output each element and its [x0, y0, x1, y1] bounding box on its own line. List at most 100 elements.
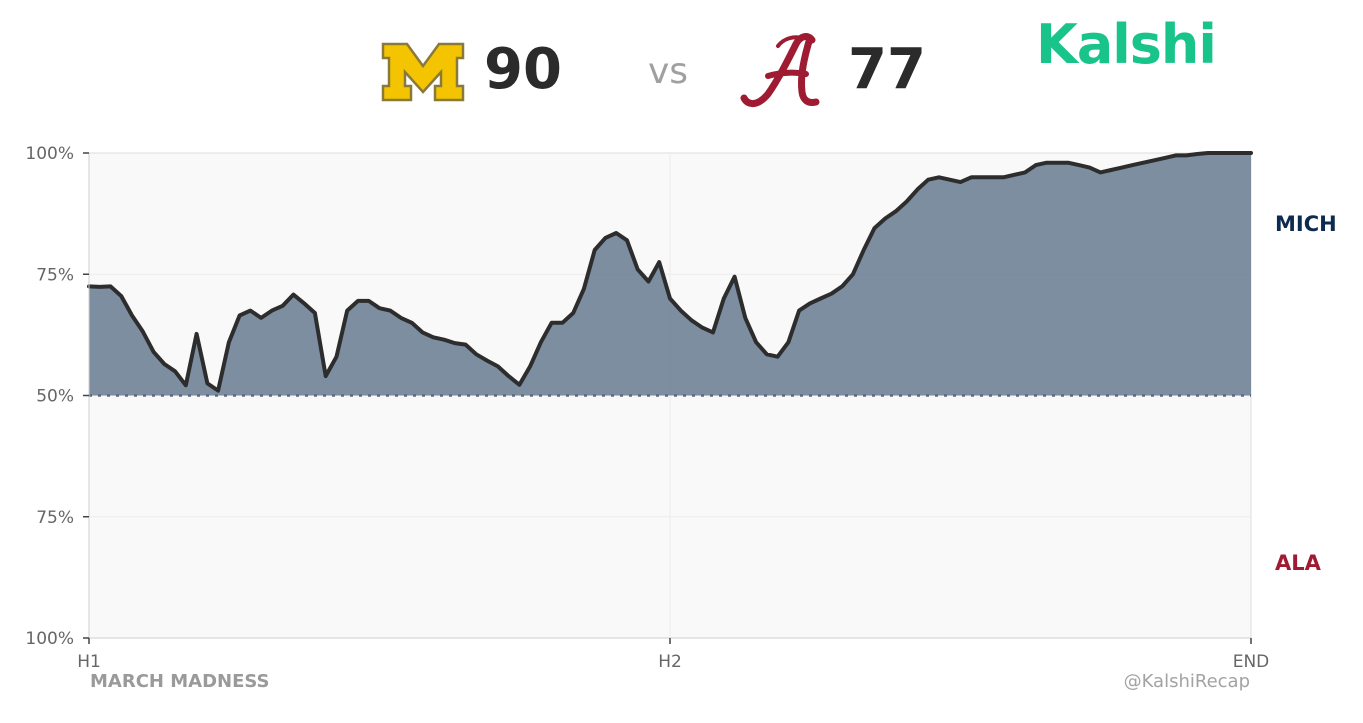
data-point: [368, 300, 369, 301]
data-point: [1111, 169, 1112, 170]
data-point: [745, 317, 746, 318]
data-point: [293, 294, 294, 295]
data-point: [734, 276, 735, 277]
data-point: [476, 354, 477, 355]
y-tick-label: 50%: [36, 387, 74, 407]
data-point: [960, 182, 961, 183]
y-tick-label: 75%: [36, 508, 74, 528]
win-probability-area: [89, 153, 1251, 396]
data-point: [788, 342, 789, 343]
data-point: [390, 310, 391, 311]
data-point: [185, 385, 186, 386]
data-point: [1132, 165, 1133, 166]
data-point: [723, 298, 724, 299]
scoreboard-header: 90 vs 77 Kalshi: [0, 0, 1363, 120]
data-point: [314, 312, 315, 313]
data-point: [659, 262, 660, 263]
data-point: [1003, 177, 1004, 178]
data-point: [228, 342, 229, 343]
data-point: [142, 331, 143, 332]
data-point: [465, 344, 466, 345]
data-point: [282, 305, 283, 306]
data-point: [540, 342, 541, 343]
data-point: [906, 201, 907, 202]
data-point: [648, 281, 649, 282]
data-point: [218, 390, 219, 391]
data-point: [530, 366, 531, 367]
data-point: [766, 354, 767, 355]
data-point: [411, 322, 412, 323]
data-point: [1046, 162, 1047, 163]
data-point: [1025, 172, 1026, 173]
data-point: [164, 363, 165, 364]
data-point: [1240, 152, 1241, 153]
data-point: [981, 177, 982, 178]
data-point: [1014, 174, 1015, 175]
data-point: [1207, 152, 1208, 153]
data-point: [1175, 155, 1176, 156]
data-point: [1143, 162, 1144, 163]
data-point: [852, 274, 853, 275]
data-point: [583, 288, 584, 289]
data-point: [971, 177, 972, 178]
data-point: [110, 286, 111, 287]
y-tick-label: 100%: [25, 144, 74, 164]
data-point: [551, 322, 552, 323]
data-point: [433, 337, 434, 338]
data-point: [454, 343, 455, 344]
data-point: [1035, 165, 1036, 166]
data-point: [261, 317, 262, 318]
label-michigan: MICH: [1275, 212, 1337, 236]
data-point: [131, 315, 132, 316]
y-tick-label: 75%: [36, 265, 74, 285]
data-point: [756, 342, 757, 343]
y-tick-label: 100%: [25, 629, 74, 649]
data-point: [271, 310, 272, 311]
data-point: [831, 293, 832, 294]
data-point: [874, 228, 875, 229]
kalshi-logo: Kalshi: [1036, 13, 1217, 76]
win-probability-line: [87, 151, 1253, 393]
data-point: [444, 339, 445, 340]
data-point: [820, 298, 821, 299]
data-point: [99, 286, 100, 287]
footer-event-label: MARCH MADNESS: [90, 671, 270, 692]
alabama-script-a-icon: [740, 33, 820, 107]
label-alabama: ALA: [1275, 551, 1321, 575]
data-point: [508, 376, 509, 377]
data-point: [809, 303, 810, 304]
data-point: [928, 179, 929, 180]
data-point: [691, 320, 692, 321]
data-point: [917, 189, 918, 190]
data-point: [207, 383, 208, 384]
data-point: [573, 312, 574, 313]
data-point: [379, 308, 380, 309]
data-point: [799, 310, 800, 311]
data-point: [949, 179, 950, 180]
data-point: [1250, 152, 1251, 153]
data-point: [250, 310, 251, 311]
data-point: [1078, 165, 1079, 166]
data-point: [239, 315, 240, 316]
away-score: 77: [848, 37, 926, 102]
data-point: [1164, 157, 1165, 158]
data-point: [1068, 162, 1069, 163]
data-point: [669, 298, 670, 299]
data-point: [562, 322, 563, 323]
data-point: [1089, 167, 1090, 168]
data-point: [347, 310, 348, 311]
data-point: [777, 356, 778, 357]
data-point: [938, 177, 939, 178]
data-point: [196, 333, 197, 334]
footer-handle: @KalshiRecap: [1123, 671, 1250, 692]
data-point: [1057, 162, 1058, 163]
x-tick-label: END: [1233, 652, 1270, 672]
versus-text: vs: [648, 51, 689, 92]
data-point: [121, 296, 122, 297]
data-point: [325, 376, 326, 377]
data-point: [1197, 153, 1198, 154]
data-point: [497, 366, 498, 367]
data-point: [712, 332, 713, 333]
data-point: [605, 237, 606, 238]
